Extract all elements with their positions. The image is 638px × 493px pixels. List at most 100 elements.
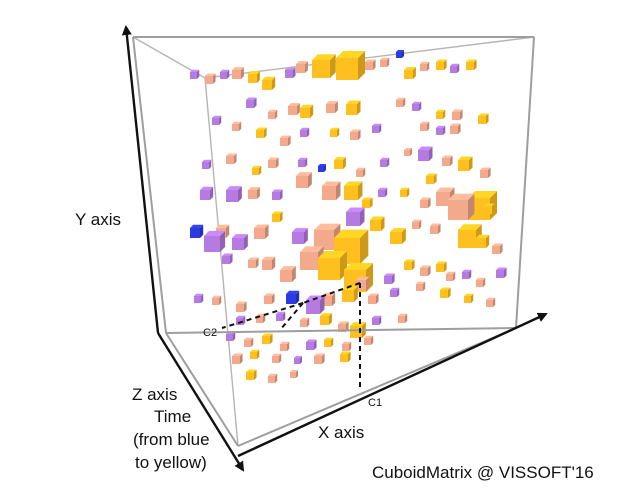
- cube-top-face: [280, 266, 296, 270]
- cube-side-face: [392, 273, 395, 284]
- cube: [436, 261, 447, 272]
- cube: [272, 189, 283, 200]
- cube-top-face: [264, 293, 275, 296]
- cube: [280, 341, 290, 351]
- cube-front-face: [478, 116, 486, 124]
- cell-c1-label: C1: [368, 397, 383, 409]
- cube: [262, 256, 276, 270]
- cube-side-face: [397, 287, 400, 297]
- cube-front-face: [326, 104, 335, 113]
- cube-top-face: [356, 167, 366, 170]
- cube: [412, 219, 422, 229]
- cube-top-face: [290, 370, 298, 372]
- cube-side-face: [272, 293, 275, 304]
- cube-side-face: [330, 54, 336, 78]
- cube: [466, 59, 477, 70]
- cube: [276, 311, 286, 321]
- cube-side-face: [320, 295, 325, 314]
- cube-top-face: [496, 267, 507, 270]
- cube-front-face: [404, 150, 410, 156]
- cube-side-face: [423, 281, 426, 291]
- z-axis-label-line-1: Z axis: [132, 385, 178, 404]
- cube-front-face: [338, 324, 346, 332]
- cube-front-face: [272, 214, 280, 222]
- cube-side-face: [474, 59, 477, 70]
- cube-front-face: [420, 268, 428, 276]
- cube-front-face: [306, 300, 320, 314]
- cube-top-face: [296, 172, 312, 176]
- cube-side-face: [201, 293, 204, 303]
- cube-front-face: [476, 238, 486, 248]
- cube-side-face: [270, 333, 273, 344]
- cube-top-face: [484, 203, 495, 206]
- cube-side-face: [376, 293, 379, 304]
- cube-side-face: [419, 101, 422, 111]
- cube-side-face: [304, 228, 308, 244]
- cube-top-face: [380, 57, 390, 60]
- cube-side-face: [254, 97, 257, 108]
- cube-front-face: [368, 296, 376, 304]
- cube-side-face: [486, 234, 490, 248]
- cube-side-face: [419, 219, 422, 229]
- cube: [362, 197, 373, 208]
- cube-front-face: [292, 232, 304, 244]
- cube-side-face: [486, 113, 489, 124]
- cube-side-face: [348, 351, 351, 362]
- cube: [336, 50, 366, 80]
- cube-side-face: [448, 287, 451, 298]
- cube-top-face: [244, 337, 254, 340]
- cube: [280, 135, 291, 146]
- cube-front-face: [450, 126, 458, 134]
- y-axis-arrow: [121, 25, 160, 334]
- cube-side-face: [379, 315, 382, 325]
- cube-side-face: [219, 115, 222, 125]
- cube: [226, 331, 236, 341]
- credit-caption: CuboidMatrix @ VISSOFT'16: [372, 463, 594, 482]
- cube: [380, 57, 390, 67]
- cube-side-face: [283, 311, 286, 321]
- cube-top-face: [350, 322, 366, 326]
- cube-front-face: [226, 334, 233, 341]
- cube-front-face: [380, 60, 387, 67]
- cube: [268, 109, 278, 119]
- cube-front-face: [364, 338, 371, 345]
- cube: [446, 271, 456, 281]
- cube: [232, 353, 243, 364]
- cube-side-face: [434, 173, 437, 184]
- cube-front-face: [342, 290, 354, 302]
- cube-top-face: [436, 59, 447, 62]
- cube-front-face: [464, 296, 471, 303]
- cube: [450, 63, 460, 73]
- cube-side-face: [403, 97, 406, 107]
- cube-top-face: [448, 193, 475, 200]
- cube-front-face: [314, 230, 334, 250]
- cube-side-face: [504, 267, 507, 278]
- cube-front-face: [262, 80, 272, 90]
- cube-top-face: [320, 313, 332, 316]
- cube-front-face: [300, 108, 310, 118]
- cube-front-face: [418, 150, 429, 161]
- cube: [436, 59, 447, 70]
- cube-side-face: [412, 259, 415, 270]
- cube-top-face: [256, 313, 266, 316]
- cube-front-face: [320, 316, 329, 325]
- cube-top-face: [478, 113, 489, 116]
- cube-front-face: [340, 354, 348, 362]
- cube-top-face: [205, 73, 216, 76]
- cube-front-face: [426, 176, 434, 184]
- cube: [205, 73, 216, 84]
- cube-side-face: [234, 153, 237, 164]
- cube-top-face: [300, 317, 310, 320]
- cube-top-face: [280, 341, 290, 344]
- cube-side-face: [307, 317, 310, 327]
- cube-front-face: [190, 72, 197, 79]
- cube: [296, 61, 308, 73]
- cube-top-face: [458, 224, 482, 230]
- cube: [372, 123, 382, 133]
- cube: [496, 267, 507, 278]
- cube-front-face: [344, 186, 358, 200]
- cell-guides: [221, 282, 361, 388]
- cube: [464, 293, 474, 303]
- cube-front-face: [232, 238, 244, 250]
- cube-front-face: [390, 232, 402, 244]
